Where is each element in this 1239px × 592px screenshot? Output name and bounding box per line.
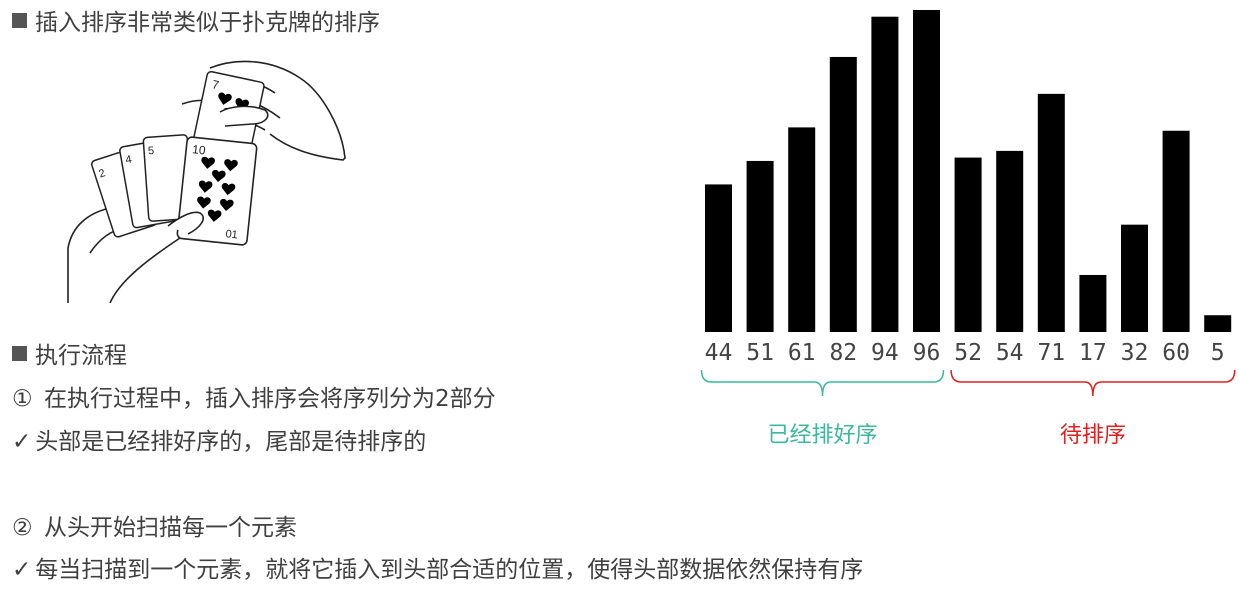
- bar-label-60: 60: [1162, 340, 1190, 366]
- step-1-note: ✓ 头部是已经排好序的，尾部是待排序的: [12, 427, 426, 457]
- bar-label-51: 51: [746, 340, 774, 366]
- svg-text:2: 2: [97, 167, 107, 180]
- square-bullet-icon: [12, 346, 27, 361]
- bar-label-82: 82: [829, 340, 858, 366]
- check-mark-icon: ✓: [12, 557, 32, 583]
- bar-54: [996, 150, 1024, 332]
- bar-17: [1079, 274, 1107, 332]
- check-mark-icon: ✓: [12, 429, 32, 455]
- bar-chart: [705, 10, 1232, 333]
- svg-text:10: 10: [192, 142, 207, 157]
- circled-number-2-icon: ②: [12, 515, 33, 541]
- bar-32: [1121, 224, 1148, 332]
- bar-label-61: 61: [787, 340, 816, 366]
- circled-number-1-icon: ①: [12, 386, 33, 412]
- step-2-note-text: 每当扫描到一个元素，就将它插入到头部合适的位置，使得头部数据依然保持有序: [35, 557, 864, 583]
- bar-label-52: 52: [954, 340, 982, 366]
- bar-label-17: 17: [1079, 340, 1107, 366]
- svg-text:5: 5: [148, 145, 155, 157]
- bar-label-94: 94: [871, 340, 899, 366]
- svg-text:7: 7: [211, 77, 221, 92]
- group-label-0: 已经排好序: [767, 423, 878, 448]
- hand-holding-cards-icon: 2 4 5 7 10 01: [67, 60, 346, 303]
- group-braces: [700, 369, 1236, 397]
- bar-label-54: 54: [995, 340, 1024, 366]
- step-1-note-text: 头部是已经排好序的，尾部是待排序的: [35, 429, 427, 455]
- bar-label-71: 71: [1037, 340, 1066, 366]
- intro-heading-text: 插入排序非常类似于扑克牌的排序: [35, 10, 380, 36]
- square-bullet-icon: [12, 13, 27, 28]
- group-brace-0: [700, 369, 945, 397]
- step-1-text: 在执行过程中，插入排序会将序列分为2部分: [43, 386, 496, 412]
- bar-96: [913, 10, 940, 332]
- intro-heading: 插入排序非常类似于扑克牌的排序: [12, 8, 380, 38]
- bar-value-labels: 44 51 61 82 94 96 52 54 71 17 32 60 5: [690, 338, 1239, 372]
- bar-label-44: 44: [704, 340, 733, 366]
- bar-71: [1037, 93, 1065, 333]
- group-label-1: 待排序: [1059, 423, 1126, 448]
- bar-label-32: 32: [1120, 340, 1149, 366]
- svg-text:01: 01: [225, 228, 238, 241]
- bar-60: [1162, 130, 1190, 332]
- bar-5: [1204, 315, 1232, 332]
- step-2-note: ✓ 每当扫描到一个元素，就将它插入到头部合适的位置，使得头部数据依然保持有序: [12, 555, 863, 585]
- bar-52: [954, 157, 982, 332]
- bar-44: [705, 184, 732, 332]
- process-heading: 执行流程: [12, 341, 127, 371]
- step-1: ① 在执行过程中，插入排序会将序列分为2部分: [12, 384, 496, 414]
- svg-text:4: 4: [125, 154, 133, 167]
- bar-82: [829, 56, 857, 332]
- process-heading-text: 执行流程: [35, 343, 127, 369]
- bar-label-5: 5: [1210, 340, 1225, 366]
- bar-94: [871, 16, 899, 332]
- bar-51: [746, 160, 774, 332]
- step-2: ② 从头开始扫描每一个元素: [12, 513, 297, 543]
- bar-label-96: 96: [912, 340, 941, 366]
- bar-61: [788, 127, 816, 332]
- group-brace-1: [950, 369, 1236, 397]
- step-2-text: 从头开始扫描每一个元素: [43, 515, 297, 541]
